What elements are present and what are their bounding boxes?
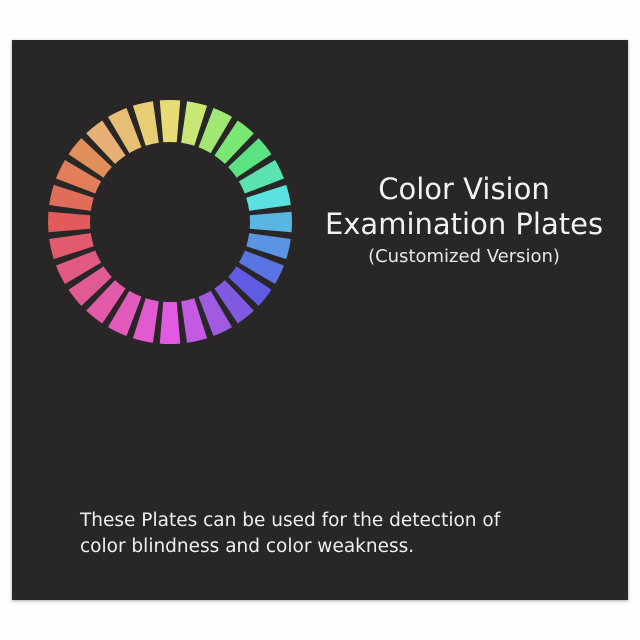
title-line-1: Color Vision [378,172,550,206]
color-wheel-segment [108,290,142,336]
subtitle: (Customized Version) [368,246,560,267]
color-wheel-segment [159,100,181,143]
color-wheel-segment [198,290,232,336]
color-wheel-segment [228,138,272,178]
color-wheel-segment [108,108,142,154]
color-wheel-segment [86,280,126,324]
color-wheel-segment [132,298,159,343]
color-wheel-segment [198,108,232,154]
color-wheel-segment [246,233,291,260]
description-line-2: color blindness and color weakness. [80,536,415,557]
color-wheel-segment [159,301,181,344]
color-wheel-segment [181,298,208,343]
color-wheel-segment [246,184,291,211]
color-wheel-segment [228,266,272,306]
description: These Plates can be used for the detecti… [80,508,500,560]
color-wheel-segment [214,120,254,164]
color-wheel-segment [132,101,159,146]
color-wheel-graphic [47,100,292,344]
color-wheel-segment [49,184,94,211]
color-wheel-segment [56,160,102,194]
title-line-2: Examination Plates [324,207,604,241]
color-wheel-segment [68,266,112,306]
color-wheel-segment [86,120,126,164]
color-wheel-segment [181,101,208,146]
color-wheel-segment [238,250,284,284]
color-wheel-segment [249,211,292,233]
color-wheel-segment [238,160,284,194]
color-wheel-segment [56,250,102,284]
color-wheel-segment [214,280,254,324]
color-wheel-segment [49,233,94,260]
description-line-1: These Plates can be used for the detecti… [80,510,501,531]
color-wheel-segment [47,211,91,233]
color-wheel-segment [68,138,112,178]
booklet-cover: Color Vision Examination Plates (Customi… [12,40,628,600]
